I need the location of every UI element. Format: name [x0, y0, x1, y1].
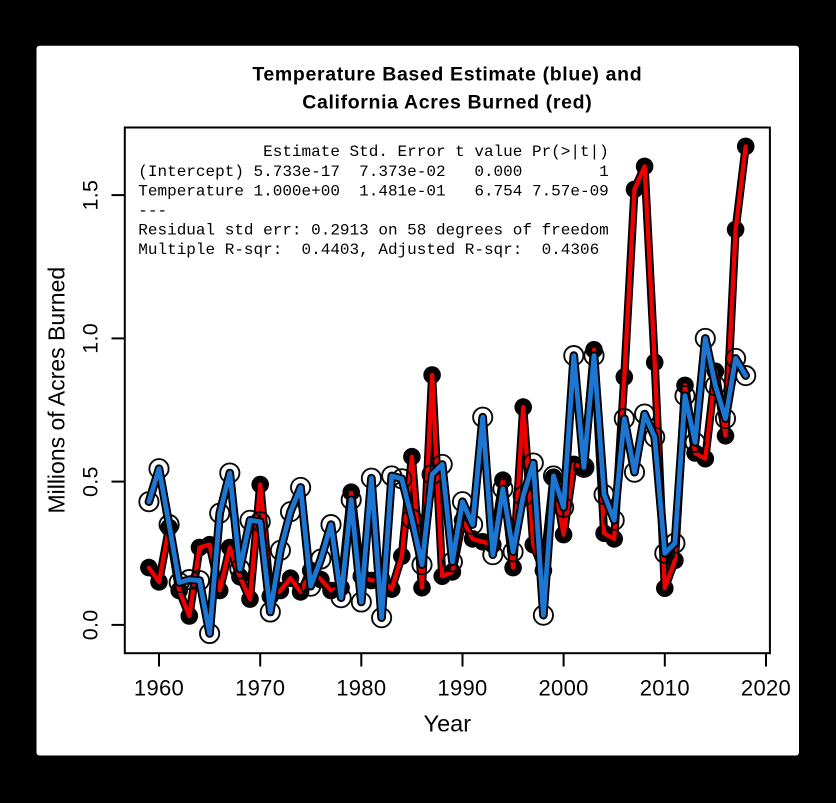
- svg-text:Temperature 1.000e+00 1.481e-: Temperature 1.000e+00 1.481e-01 6.754 7.…: [138, 182, 608, 200]
- svg-text:California Acres Burned (red): California Acres Burned (red): [302, 92, 592, 114]
- svg-text:(Intercept) 5.733e-17 7.373e-: (Intercept) 5.733e-17 7.373e-02 0.000 1: [138, 163, 608, 181]
- svg-text:---: ---: [138, 202, 167, 220]
- svg-text:1990: 1990: [437, 676, 487, 701]
- svg-text:1.5: 1.5: [79, 180, 103, 211]
- svg-text:2010: 2010: [640, 676, 690, 701]
- svg-text:0.0: 0.0: [79, 610, 103, 641]
- svg-text:1960: 1960: [134, 676, 184, 701]
- svg-text:0.5: 0.5: [79, 466, 103, 497]
- svg-text:2020: 2020: [741, 676, 791, 701]
- svg-text:Estimate Std. Error t value Pr: Estimate Std. Error t value Pr(>|t|): [138, 143, 608, 161]
- svg-text:Multiple R-sqr: 0.4403, Adjus: Multiple R-sqr: 0.4403, Adjusted R-sqr: …: [138, 241, 599, 259]
- svg-text:2000: 2000: [539, 676, 589, 701]
- svg-text:Millions of Acres Burned: Millions of Acres Burned: [44, 267, 70, 514]
- svg-text:1.0: 1.0: [79, 323, 103, 354]
- svg-text:Temperature Based Estimate (bl: Temperature Based Estimate (blue) and: [252, 64, 642, 86]
- svg-text:1970: 1970: [235, 676, 285, 701]
- svg-text:Residual std err: 0.2913 on 58: Residual std err: 0.2913 on 58 degrees o…: [138, 222, 608, 240]
- svg-text:Year: Year: [424, 711, 472, 737]
- svg-text:1980: 1980: [336, 676, 386, 701]
